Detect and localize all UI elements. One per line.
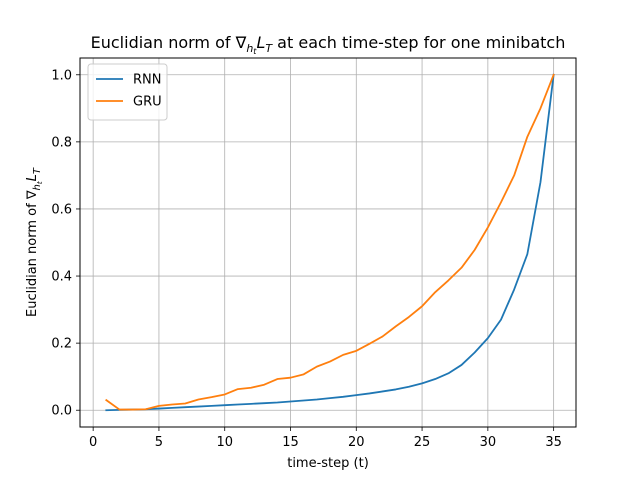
- y-tick-label: 0.2: [51, 337, 72, 352]
- x-tick-label: 15: [282, 435, 299, 450]
- y-tick-label: 0.8: [51, 135, 72, 150]
- grid: [80, 58, 576, 427]
- plot-area-frame: [79, 57, 577, 428]
- x-tick-label: 35: [545, 435, 562, 450]
- legend-box: [87, 63, 168, 121]
- series-lines: [105, 73, 555, 412]
- x-tick-label: 5: [155, 435, 163, 450]
- legend-label-rnn: RNN: [133, 73, 161, 88]
- y-tick-label: 0.6: [51, 202, 72, 217]
- x-tick-label: 10: [216, 435, 233, 450]
- x-tick-label: 0: [89, 435, 97, 450]
- y-axis-title: Euclidian norm of ∇htLT: [25, 167, 44, 317]
- series-line-gru: [105, 73, 555, 411]
- x-axis-title: time-step (t): [287, 456, 369, 471]
- x-tick-label: 20: [348, 435, 365, 450]
- axis-ticks: 0 5 10 15 20 25 30 35 0.0 0.2 0.4 0.6 0.8 1.0: [51, 68, 562, 450]
- y-tick-label: 0.4: [51, 270, 72, 285]
- legend: RNN GRU: [87, 63, 168, 121]
- legend-label-gru: GRU: [133, 95, 162, 110]
- x-tick-label: 25: [414, 435, 431, 450]
- x-tick-label: 30: [480, 435, 497, 450]
- chart-title: Euclidian norm of ∇htLT at each time-ste…: [91, 33, 566, 56]
- series-line-rnn: [105, 73, 555, 412]
- y-tick-label: 0.0: [51, 404, 72, 419]
- y-tick-label: 1.0: [51, 68, 72, 83]
